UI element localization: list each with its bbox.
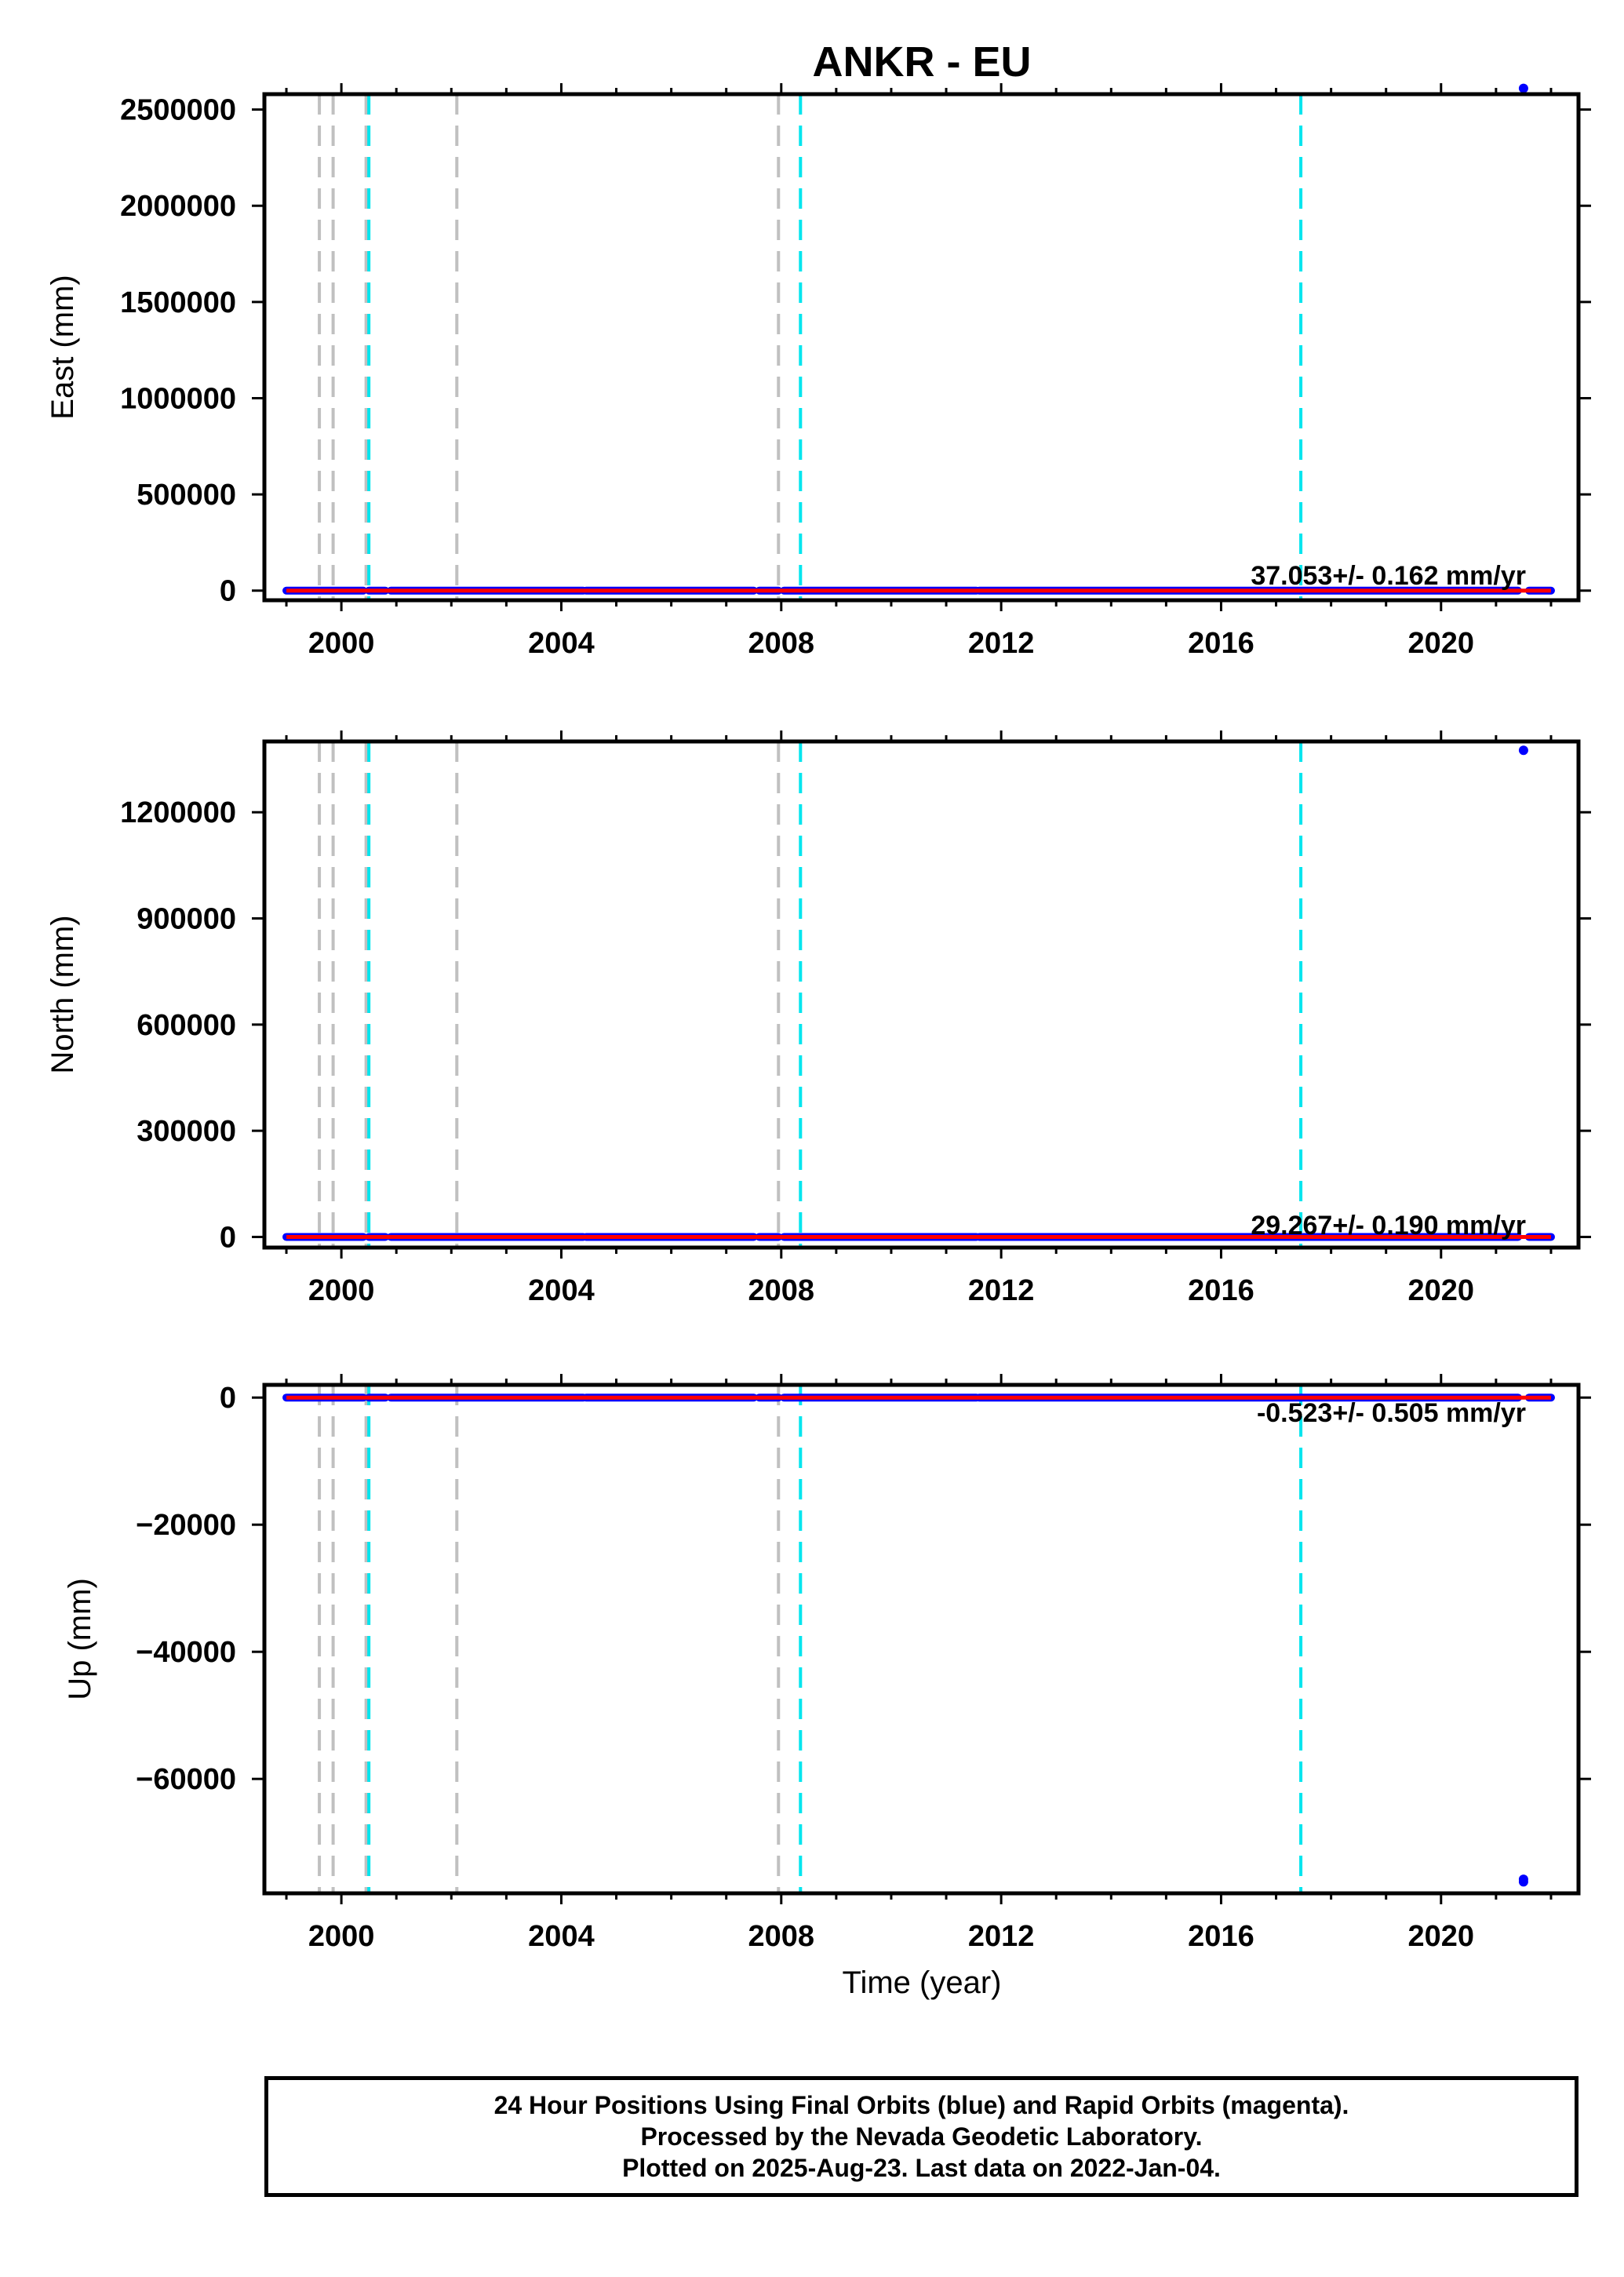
up-panel: 2000 2004 2008 2012 2016 2020 0 −20000 −40000 −60… <box>63 1374 1591 1953</box>
x-tick-label: 2008 <box>748 1274 815 1307</box>
x-tick-label: 2000 <box>308 627 375 660</box>
x-tick-label: 2012 <box>968 1274 1035 1307</box>
x-tick-label: 2008 <box>748 627 815 660</box>
chart-title: ANKR - EU <box>813 38 1032 86</box>
outlier-point-0 <box>1518 83 1528 93</box>
velocity-rate-label: 37.053+/- 0.162 mm/yr <box>1251 561 1526 591</box>
plot-frame <box>262 1383 1581 1896</box>
y-tick-label: 900000 <box>137 903 236 936</box>
x-tick-label: 2020 <box>1408 1274 1475 1307</box>
y-tick-label: 500000 <box>137 479 236 512</box>
outlier-point-1 <box>1518 1877 1528 1887</box>
x-tick-label: 2012 <box>968 627 1035 660</box>
east-panel: 2000 2004 2008 2012 2016 2020 0 500000 1000000 15… <box>46 83 1591 660</box>
y-tick-label: 300000 <box>137 1115 236 1148</box>
footer-box: 24 Hour Positions Using Final Orbits (bl… <box>264 2076 1578 2197</box>
x-axis-label: Time (year) <box>843 1966 1002 2000</box>
x-tick-label: 2012 <box>968 1920 1035 1953</box>
footer-line-1: 24 Hour Positions Using Final Orbits (bl… <box>493 2091 1349 2119</box>
y-tick-label: 0 <box>220 1382 236 1415</box>
footer-line-3: Plotted on 2025-Aug-23. Last data on 202… <box>622 2154 1221 2182</box>
y-tick-label: 1000000 <box>120 382 236 415</box>
y-axis-label: Up (mm) <box>63 1578 97 1700</box>
x-tick-label: 2000 <box>308 1274 375 1307</box>
y-axis-label: East (mm) <box>46 275 80 419</box>
x-tick-label: 2016 <box>1188 1920 1254 1953</box>
y-tick-label: −60000 <box>136 1763 236 1796</box>
x-tick-label: 2016 <box>1188 1274 1254 1307</box>
y-tick-label: 2000000 <box>120 190 236 223</box>
outlier-point-0 <box>1518 745 1528 756</box>
y-tick-label: 1200000 <box>120 796 236 829</box>
y-tick-label: 0 <box>220 1221 236 1254</box>
y-tick-label: 600000 <box>137 1009 236 1042</box>
footer-line-2: Processed by the Nevada Geodetic Laborat… <box>640 2122 1203 2151</box>
x-tick-label: 2004 <box>528 1920 595 1953</box>
velocity-rate-label: 29.267+/- 0.190 mm/yr <box>1251 1211 1526 1241</box>
y-tick-label: −20000 <box>136 1509 236 1542</box>
north-panel: 2000 2004 2008 2012 2016 2020 0 300000 600000 900… <box>46 730 1591 1307</box>
x-tick-label: 2016 <box>1188 627 1254 660</box>
x-tick-label: 2020 <box>1408 1920 1475 1953</box>
y-tick-label: 0 <box>220 575 236 608</box>
velocity-rate-label: -0.523+/- 0.505 mm/yr <box>1257 1398 1526 1428</box>
y-tick-label: 2500000 <box>120 94 236 127</box>
x-tick-label: 2004 <box>528 1274 595 1307</box>
y-axis-label: North (mm) <box>46 915 80 1073</box>
y-tick-label: 1500000 <box>120 286 236 319</box>
x-tick-label: 2020 <box>1408 627 1475 660</box>
x-tick-label: 2008 <box>748 1920 815 1953</box>
x-tick-label: 2004 <box>528 627 595 660</box>
plot-frame <box>262 739 1581 1250</box>
x-tick-label: 2000 <box>308 1920 375 1953</box>
plot-frame <box>262 92 1581 603</box>
y-tick-label: −40000 <box>136 1636 236 1669</box>
